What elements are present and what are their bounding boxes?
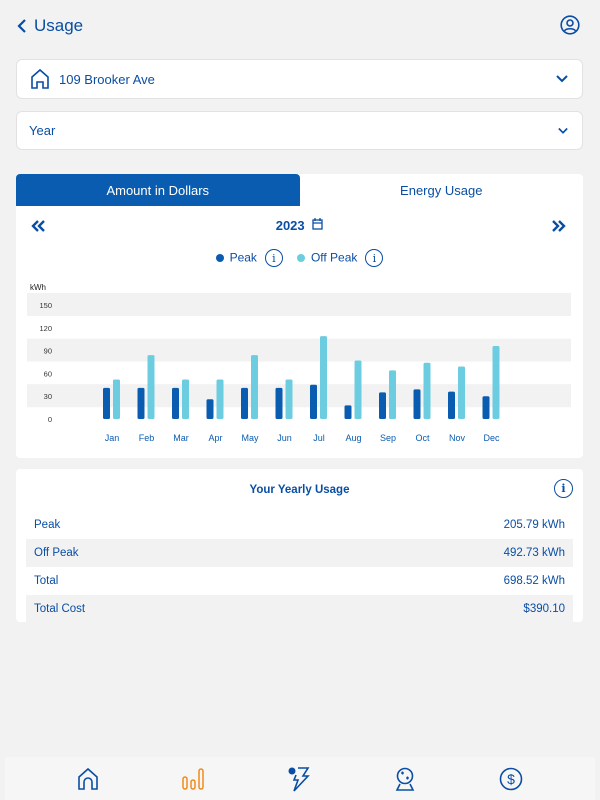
legend-offpeak: Off Peak i (296, 249, 384, 267)
previous-year-icon[interactable] (30, 220, 46, 232)
calendar-icon[interactable] (312, 218, 323, 230)
x-tick-label: Oct (415, 433, 430, 443)
summary-label: Total Cost (34, 603, 86, 615)
summary-value: 492.73 kWh (503, 547, 565, 559)
bar-offpeak-oct[interactable] (423, 362, 431, 419)
bar-peak-mar[interactable] (172, 387, 179, 419)
bottom-navigation: $ (5, 757, 595, 800)
x-tick-label: Jun (277, 433, 292, 443)
energy-forecast-nav-icon[interactable] (394, 767, 416, 791)
back-button[interactable]: Usage (16, 16, 83, 36)
bar-offpeak-jul[interactable] (320, 336, 327, 419)
chevron-down-icon (556, 75, 568, 83)
yearly-info-icon[interactable]: i (554, 479, 573, 498)
bar-offpeak-aug[interactable] (354, 360, 362, 419)
summary-row: Total Cost $390.10 (26, 595, 573, 623)
grid-band (27, 293, 571, 316)
x-tick-label: Dec (483, 433, 500, 443)
x-tick-label: Aug (345, 433, 361, 443)
bar-peak-sep[interactable] (379, 392, 386, 419)
year-label: 2023 (275, 218, 305, 233)
x-tick-label: Jul (313, 433, 325, 443)
usage-chart-card: Amount in Dollars Energy Usage 2023 Peak… (16, 174, 583, 458)
x-tick-label: Sep (380, 433, 396, 443)
y-tick-label: 0 (48, 415, 52, 424)
bar-offpeak-dec[interactable] (492, 346, 500, 419)
bar-peak-apr[interactable] (206, 399, 214, 419)
period-select[interactable]: Year (16, 111, 583, 150)
bar-offpeak-jan[interactable] (113, 379, 120, 419)
x-tick-label: May (241, 433, 259, 443)
home-nav-icon[interactable] (77, 767, 99, 791)
y-tick-label: 90 (44, 347, 52, 356)
summary-value: 205.79 kWh (503, 519, 565, 531)
x-tick-label: Nov (449, 433, 466, 443)
y-tick-label: 60 (44, 369, 52, 378)
power-outage-nav-icon[interactable] (288, 766, 310, 792)
offpeak-info-icon[interactable]: i (365, 249, 384, 267)
chevron-down-icon (558, 127, 568, 134)
bar-peak-nov[interactable] (448, 391, 455, 419)
tab-amount-in-dollars[interactable]: Amount in Dollars (16, 174, 300, 206)
grid-band (27, 338, 571, 362)
yearly-usage-title: Your Yearly Usage (249, 484, 350, 496)
billing-nav-icon[interactable]: $ (499, 767, 523, 791)
bar-peak-may[interactable] (241, 387, 248, 419)
summary-row: Total 698.52 kWh (26, 567, 573, 595)
summary-row: Off Peak 492.73 kWh (26, 539, 573, 567)
peak-info-icon[interactable]: i (264, 249, 283, 267)
bar-offpeak-feb[interactable] (147, 355, 155, 419)
bar-peak-feb[interactable] (137, 387, 145, 419)
bar-peak-aug[interactable] (344, 405, 352, 419)
bar-peak-jul[interactable] (310, 384, 317, 419)
summary-row: Peak 205.79 kWh (26, 511, 573, 539)
next-year-icon[interactable] (551, 220, 567, 232)
header: Usage (0, 0, 600, 52)
summary-value: $390.10 (523, 603, 565, 615)
x-tick-label: Jan (105, 433, 120, 443)
y-tick-label: 120 (39, 324, 52, 333)
bar-peak-jan[interactable] (103, 387, 110, 419)
usage-bar-chart: kWh 0 30 60 90 120 150 Jan Feb Mar Apr May Jun Jul Aug… (27, 283, 571, 443)
bar-offpeak-jun[interactable] (285, 379, 293, 419)
chart-legend: Peak i Off Peak i (16, 249, 583, 267)
x-tick-label: Apr (208, 433, 222, 443)
bar-peak-jun[interactable] (275, 387, 283, 419)
legend-peak: Peak i (215, 249, 283, 267)
svg-text:$: $ (507, 771, 515, 787)
bar-peak-dec[interactable] (482, 396, 490, 419)
user-profile-icon[interactable] (560, 15, 580, 35)
summary-value: 698.52 kWh (503, 575, 565, 587)
page-title: Usage (34, 16, 84, 35)
x-tick-label: Feb (139, 433, 155, 443)
bar-offpeak-sep[interactable] (389, 370, 396, 419)
yearly-usage-card: Your Yearly Usage i Peak 205.79 kWh Off Pe… (16, 469, 583, 623)
period-value: Year (29, 123, 56, 138)
bar-offpeak-mar[interactable] (182, 379, 189, 419)
bar-offpeak-may[interactable] (251, 355, 258, 419)
tab-energy-usage[interactable]: Energy Usage (400, 182, 483, 198)
x-tick-label: Mar (173, 433, 189, 443)
bar-peak-oct[interactable] (413, 389, 421, 419)
y-tick-label: 30 (44, 392, 52, 401)
address-select[interactable]: 109 Brooker Ave (16, 59, 583, 99)
address-value: 109 Brooker Ave (59, 71, 155, 87)
chevron-left-icon (17, 19, 26, 33)
bar-offpeak-apr[interactable] (216, 379, 224, 419)
bar-offpeak-nov[interactable] (458, 366, 465, 419)
home-icon (31, 68, 49, 89)
grid-band (27, 384, 571, 408)
usage-chart-nav-icon[interactable] (182, 767, 205, 791)
y-tick-label: 150 (39, 301, 52, 310)
summary-label: Off Peak (34, 547, 79, 559)
summary-label: Peak (34, 519, 61, 531)
summary-label: Total (34, 575, 59, 587)
y-axis-label: kWh (30, 283, 46, 292)
